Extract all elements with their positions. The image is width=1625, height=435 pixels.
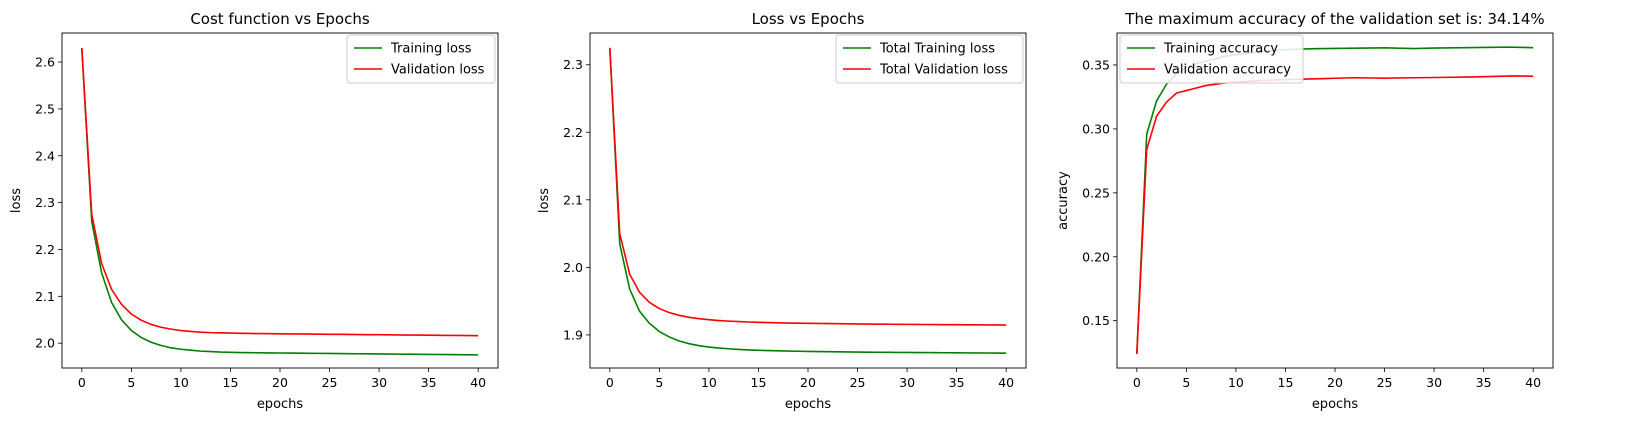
x-tick-label: 25 <box>322 375 338 390</box>
x-tick-label: 25 <box>850 375 866 390</box>
legend-entry-label: Training loss <box>390 42 472 57</box>
x-tick-label: 40 <box>470 375 486 390</box>
chart-panel-2: Loss vs Epochs 0 5 10 15 20 25 30 35 40 1.9 2.0 2.1 2… <box>537 10 1027 412</box>
x-tick-label: 10 <box>701 375 717 390</box>
x-tick-label: 30 <box>371 375 387 390</box>
chart-title: Loss vs Epochs <box>752 10 865 28</box>
legend: Training accuracy Validation accuracy <box>1119 34 1304 84</box>
y-tick-label: 2.6 <box>35 55 55 70</box>
legend-entry-label: Validation accuracy <box>1164 63 1291 78</box>
x-tick-label: 10 <box>173 375 189 390</box>
x-tick-label: 35 <box>421 375 437 390</box>
chart-title: Cost function vs Epochs <box>190 10 370 28</box>
x-tick-label: 0 <box>606 375 614 390</box>
chart-title: The maximum accuracy of the validation s… <box>1124 10 1544 28</box>
series-line-total-training-loss <box>609 47 1007 354</box>
y-tick-label: 2.1 <box>563 192 583 207</box>
x-tick-label: 40 <box>998 375 1014 390</box>
chart-panel-3: The maximum accuracy of the validation s… <box>1056 10 1554 412</box>
x-tick-label: 20 <box>800 375 816 390</box>
series-line-validation-loss <box>81 47 479 337</box>
x-tick-label: 5 <box>127 375 135 390</box>
y-tick-label: 2.4 <box>35 148 55 163</box>
x-axis-label: epochs <box>1312 397 1359 412</box>
y-axis-label: accuracy <box>1056 171 1071 230</box>
x-tick-label: 15 <box>1278 375 1294 390</box>
legend: Training loss Validation loss <box>346 34 496 84</box>
x-tick-label: 25 <box>1377 375 1393 390</box>
x-axis-label: epochs <box>785 397 832 412</box>
y-tick-label: 0.25 <box>1082 185 1110 200</box>
x-tick-label: 40 <box>1525 375 1541 390</box>
x-axis-label: epochs <box>257 397 304 412</box>
y-tick-label: 0.20 <box>1082 249 1110 264</box>
series-line-training-loss <box>81 47 479 356</box>
x-tick-label: 20 <box>272 375 288 390</box>
y-tick-label: 2.2 <box>563 125 583 140</box>
y-tick-label: 2.0 <box>35 336 55 351</box>
legend-box <box>346 34 496 84</box>
series-line-total-validation-loss <box>609 47 1007 326</box>
y-tick-label: 1.9 <box>563 327 583 342</box>
y-tick-label: 2.0 <box>563 260 583 275</box>
x-tick-label: 0 <box>78 375 86 390</box>
series-line-validation-accuracy <box>1136 75 1534 354</box>
legend-entry-label: Validation loss <box>391 63 485 78</box>
x-tick-label: 15 <box>223 375 239 390</box>
legend-box <box>835 34 1024 84</box>
y-tick-label: 2.5 <box>35 101 55 116</box>
x-tick-label: 30 <box>1426 375 1442 390</box>
legend-entry-label: Total Validation loss <box>879 63 1008 78</box>
legend: Total Training loss Total Validation loss <box>835 34 1024 84</box>
y-axis-label: loss <box>9 188 24 213</box>
y-tick-label: 2.3 <box>563 57 583 72</box>
x-tick-label: 0 <box>1133 375 1141 390</box>
chart-panel-1: Cost function vs Epochs 0 5 10 15 20 25 30 35 40 2… <box>9 10 499 412</box>
legend-entry-label: Total Training loss <box>879 42 995 57</box>
x-tick-label: 30 <box>899 375 915 390</box>
y-tick-label: 2.2 <box>35 242 55 257</box>
y-tick-label: 0.30 <box>1082 121 1110 136</box>
x-tick-label: 15 <box>751 375 767 390</box>
x-tick-label: 10 <box>1228 375 1244 390</box>
x-tick-label: 35 <box>1476 375 1492 390</box>
y-tick-label: 0.35 <box>1082 57 1110 72</box>
y-axis-label: loss <box>537 188 552 213</box>
legend-entry-label: Training accuracy <box>1163 42 1278 57</box>
x-tick-label: 5 <box>655 375 663 390</box>
y-tick-label: 0.15 <box>1082 313 1110 328</box>
x-tick-label: 5 <box>1182 375 1190 390</box>
legend-box <box>1119 34 1304 84</box>
y-tick-label: 2.1 <box>35 289 55 304</box>
x-tick-label: 35 <box>949 375 965 390</box>
x-tick-label: 20 <box>1327 375 1343 390</box>
y-tick-label: 2.3 <box>35 195 55 210</box>
